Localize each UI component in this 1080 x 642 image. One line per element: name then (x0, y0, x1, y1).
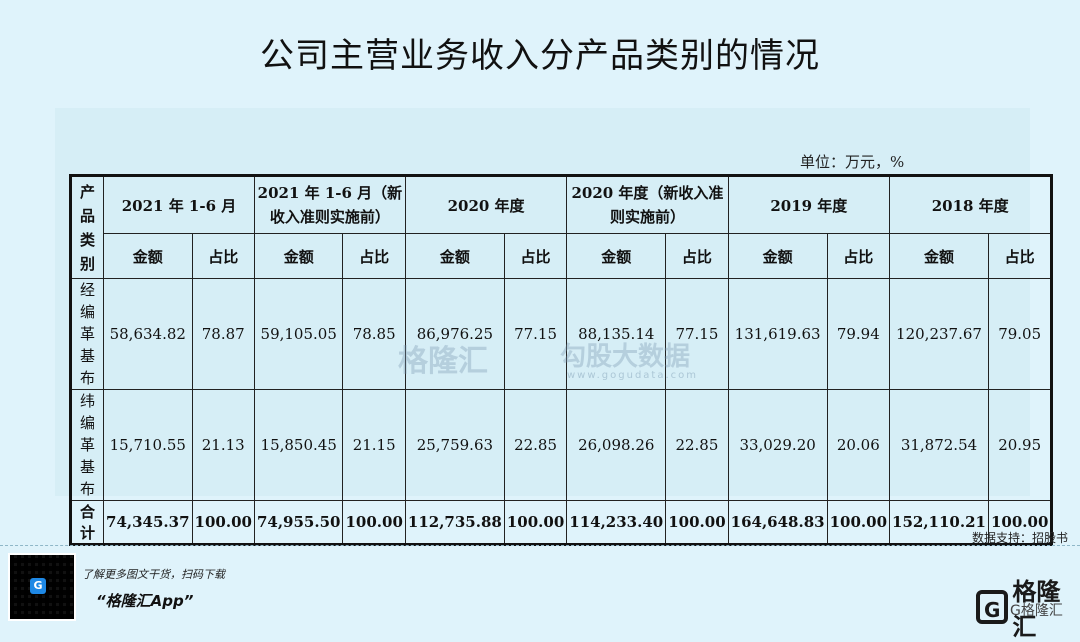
ratio-cell: 79.05 (987, 278, 1053, 390)
ratio-header: 占比 (987, 233, 1053, 279)
revenue-table: 产品类别 2021 年 1-6 月 2021 年 1-6 月（新收入准则实施前）… (69, 174, 1054, 546)
amount-cell: 74,345.37 (103, 500, 193, 545)
amount-cell: 59,105.05 (253, 278, 344, 390)
amount-header: 金额 (404, 233, 505, 279)
qr-logo-icon: G (30, 578, 46, 594)
amount-cell: 74,955.50 (253, 500, 344, 545)
period-header: 2020 年度 (404, 175, 568, 234)
amount-cell: 164,648.83 (727, 500, 828, 545)
category-cell: 经编革基布 (69, 278, 105, 390)
logo-subtext: G格隆汇 (1010, 603, 1063, 619)
ratio-header: 占比 (342, 233, 406, 279)
amount-cell: 131,619.63 (727, 278, 828, 390)
amount-cell: 33,029.20 (727, 389, 828, 501)
amount-cell: 152,110.21 (889, 500, 989, 545)
amount-header: 金额 (727, 233, 828, 279)
amount-cell: 25,759.63 (404, 389, 505, 501)
period-header: 2020 年度（新收入准则实施前） (566, 175, 729, 234)
ratio-cell: 21.15 (342, 389, 406, 501)
unit-label: 单位：万元，% (800, 153, 905, 171)
period-header: 2019 年度 (727, 175, 891, 234)
footer-divider (0, 545, 1080, 546)
ratio-cell: 100.00 (987, 500, 1053, 545)
amount-cell: 15,850.45 (253, 389, 344, 501)
period-header: 2018 年度 (889, 175, 1053, 234)
amount-header: 金额 (253, 233, 344, 279)
amount-cell: 88,135.14 (566, 278, 667, 390)
amount-header: 金额 (566, 233, 667, 279)
corner-header: 产品类别 (69, 175, 105, 279)
watermark-url: www.gogudata.com (567, 370, 699, 381)
qr-code-icon[interactable] (8, 553, 76, 621)
ratio-cell: 100.00 (665, 500, 729, 545)
ratio-cell: 21.13 (191, 389, 255, 501)
ratio-cell: 78.85 (342, 278, 406, 390)
ratio-cell: 22.85 (503, 389, 568, 501)
table-row: 纬编革基布 15,710.55 21.13 15,850.45 21.15 25… (69, 389, 1053, 501)
ratio-cell: 78.87 (191, 278, 255, 390)
ratio-cell: 100.00 (826, 500, 891, 545)
page-title: 公司主营业务收入分产品类别的情况 (260, 36, 820, 76)
source-note: 数据支持：招股书 (972, 531, 1069, 545)
period-header: 2021 年 1-6 月（新收入准则实施前） (253, 175, 406, 234)
ratio-header: 占比 (665, 233, 729, 279)
ratio-header: 占比 (191, 233, 255, 279)
ratio-header: 占比 (826, 233, 891, 279)
amount-cell: 112,735.88 (404, 500, 505, 545)
amount-cell: 120,237.67 (889, 278, 989, 390)
ratio-cell: 100.00 (342, 500, 406, 545)
amount-cell: 86,976.25 (404, 278, 505, 390)
logo-g-icon: G (976, 590, 1009, 624)
ratio-cell: 79.94 (826, 278, 891, 390)
amount-cell: 26,098.26 (566, 389, 667, 501)
ratio-header: 占比 (503, 233, 568, 279)
promo-app-name: “格隆汇App” (96, 592, 194, 610)
promo-text: 了解更多图文干货，扫码下载 (82, 568, 225, 581)
category-cell: 纬编革基布 (69, 389, 105, 501)
total-row: 合计 74,345.37 100.00 74,955.50 100.00 112… (69, 500, 1053, 545)
amount-cell: 114,233.40 (566, 500, 667, 545)
table-row: 经编革基布 58,634.82 78.87 59,105.05 78.85 86… (69, 278, 1053, 390)
ratio-cell: 22.85 (665, 389, 729, 501)
amount-cell: 31,872.54 (889, 389, 989, 501)
watermark-brand: 格隆汇 (398, 344, 488, 379)
ratio-cell: 20.95 (987, 389, 1053, 501)
period-header: 2021 年 1-6 月 (103, 175, 255, 234)
total-label: 合计 (69, 500, 105, 545)
watermark-brand-secondary: 勾股大数据 (560, 342, 691, 372)
amount-cell: 58,634.82 (103, 278, 193, 390)
ratio-cell: 20.06 (826, 389, 891, 501)
amount-header: 金额 (103, 233, 193, 279)
amount-cell: 15,710.55 (103, 389, 193, 501)
ratio-cell: 100.00 (191, 500, 255, 545)
ratio-cell: 77.15 (503, 278, 568, 390)
ratio-cell: 100.00 (503, 500, 568, 545)
amount-header: 金额 (889, 233, 989, 279)
